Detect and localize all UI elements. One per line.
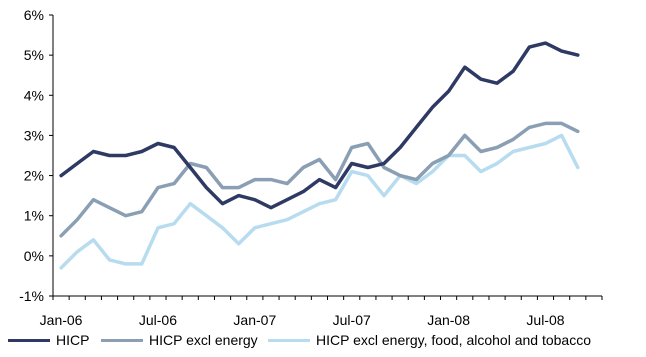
y-tick-label: 5%	[24, 47, 44, 63]
x-tick-label: Jan-07	[233, 312, 276, 328]
legend-item-hicp-core: HICP excl energy, food, alcohol and toba…	[268, 330, 591, 350]
y-tick-label: 4%	[24, 87, 44, 103]
x-tick-label: Jan-06	[40, 312, 83, 328]
legend-label-hicp: HICP	[56, 332, 90, 348]
x-tick-label: Jan-08	[427, 312, 470, 328]
y-tick-label: -1%	[19, 288, 44, 304]
series-lines	[59, 41, 580, 270]
series-line-hicp	[59, 41, 580, 210]
legend-swatch-hicp	[8, 338, 50, 342]
axes: -1% 0% 1% 2% 3% 4% 5% 6% Jan-06 Jul-06 Jan-07 Jul-0…	[19, 7, 603, 328]
y-tick-label: 3%	[24, 127, 44, 143]
y-tick-label: 2%	[24, 168, 44, 184]
series-line-hicp-core	[59, 133, 580, 270]
x-tick-label: Jul-06	[139, 312, 177, 328]
legend-item-hicp-excl-energy: HICP excl energy	[101, 330, 258, 350]
y-tick-label: 6%	[24, 7, 44, 23]
legend-item-hicp: HICP	[8, 330, 89, 350]
x-tick-label: Jul-08	[526, 312, 564, 328]
legend-swatch-hicp-excl-energy	[101, 338, 143, 342]
legend: HICP HICP excl energy HICP excl energy, …	[8, 330, 646, 350]
y-tick-label: 0%	[24, 248, 44, 264]
y-tick-label: 1%	[24, 208, 44, 224]
x-tick-label: Jul-07	[333, 312, 371, 328]
legend-label-hicp-core: HICP excl energy, food, alcohol and toba…	[316, 332, 591, 348]
legend-swatch-hicp-core	[268, 338, 310, 342]
series-line-hicp-excl-energy	[59, 121, 580, 238]
legend-label-hicp-excl-energy: HICP excl energy	[149, 332, 258, 348]
